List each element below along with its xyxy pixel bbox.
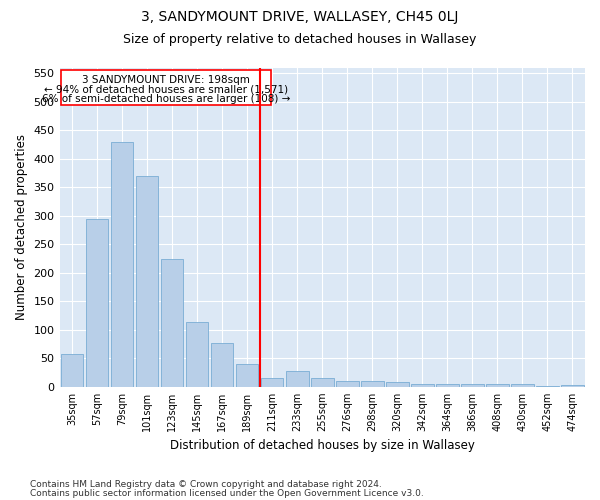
Text: Contains HM Land Registry data © Crown copyright and database right 2024.: Contains HM Land Registry data © Crown c… [30, 480, 382, 489]
Bar [561, 384, 584, 387]
Bar [386, 382, 409, 387]
Bar [536, 386, 559, 387]
Bar [486, 384, 509, 387]
Bar [186, 322, 208, 387]
Bar [461, 384, 484, 387]
Bar [286, 372, 308, 387]
Bar [511, 384, 534, 387]
Bar [136, 176, 158, 387]
Text: Size of property relative to detached houses in Wallasey: Size of property relative to detached ho… [124, 32, 476, 46]
Bar [61, 354, 83, 387]
Text: 6% of semi-detached houses are larger (108) →: 6% of semi-detached houses are larger (1… [41, 94, 290, 104]
Y-axis label: Number of detached properties: Number of detached properties [15, 134, 28, 320]
Bar [111, 142, 133, 387]
Text: 3, SANDYMOUNT DRIVE, WALLASEY, CH45 0LJ: 3, SANDYMOUNT DRIVE, WALLASEY, CH45 0LJ [142, 10, 458, 24]
Bar [311, 378, 334, 387]
Text: ← 94% of detached houses are smaller (1,571): ← 94% of detached houses are smaller (1,… [44, 84, 288, 94]
Bar [336, 381, 359, 387]
Text: Contains public sector information licensed under the Open Government Licence v3: Contains public sector information licen… [30, 490, 424, 498]
Bar [161, 258, 184, 387]
FancyBboxPatch shape [61, 70, 271, 104]
Bar [361, 380, 383, 387]
Text: 3 SANDYMOUNT DRIVE: 198sqm: 3 SANDYMOUNT DRIVE: 198sqm [82, 75, 250, 85]
Bar [436, 384, 458, 387]
Bar [261, 378, 283, 387]
Bar [86, 218, 109, 387]
X-axis label: Distribution of detached houses by size in Wallasey: Distribution of detached houses by size … [170, 440, 475, 452]
Bar [411, 384, 434, 387]
Bar [236, 364, 259, 387]
Bar [211, 343, 233, 387]
